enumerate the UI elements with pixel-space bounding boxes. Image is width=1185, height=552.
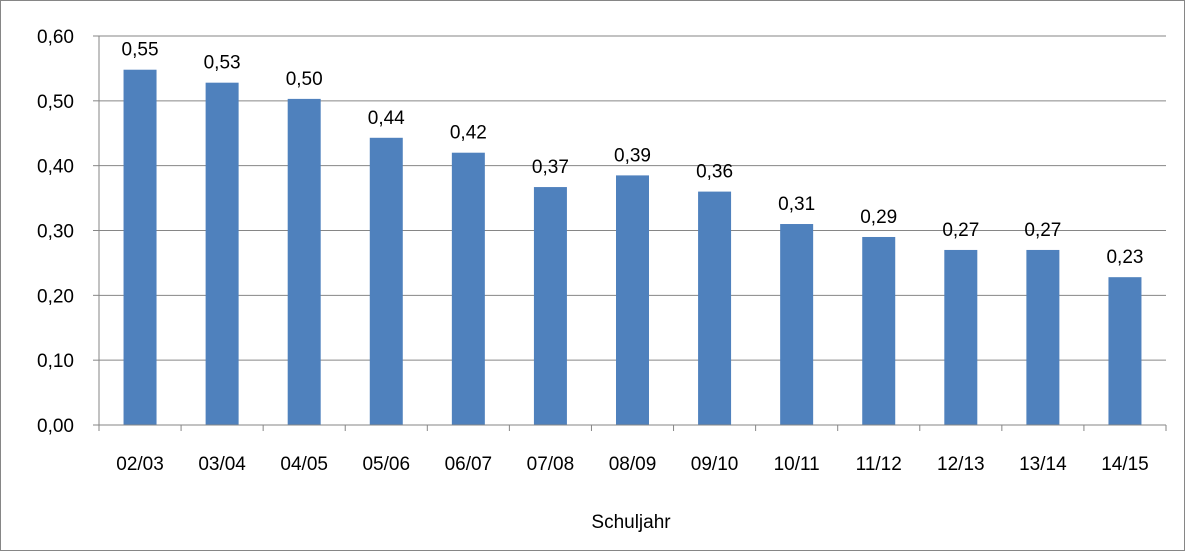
bar — [369, 137, 403, 425]
data-label: 0,31 — [778, 194, 815, 215]
y-tick-label: 0,20 — [37, 286, 74, 307]
data-label: 0,44 — [368, 108, 405, 129]
x-tick-label: 10/11 — [774, 454, 820, 475]
x-tick-label: 02/03 — [116, 454, 164, 475]
x-tick-label: 09/10 — [691, 454, 739, 475]
data-label: 0,29 — [860, 207, 897, 228]
bar — [1108, 277, 1142, 425]
bar — [698, 191, 732, 425]
data-labels: 0,55 0,53 0,50 0,44 0,42 0,37 0,39 0,36 0,31 0,29… — [122, 40, 1144, 268]
data-label: 0,55 — [122, 40, 159, 61]
x-tick-label: 07/08 — [527, 454, 575, 475]
data-label: 0,37 — [532, 157, 569, 178]
bar — [862, 236, 896, 425]
data-label: 0,42 — [450, 123, 487, 144]
data-label: 0,53 — [204, 53, 241, 74]
x-tick-label: 14/15 — [1101, 454, 1149, 475]
bar — [944, 249, 978, 425]
bars — [123, 69, 1142, 426]
y-tick-label: 0,10 — [37, 351, 74, 372]
x-tick-label: 08/09 — [609, 454, 657, 475]
axes — [98, 36, 1167, 431]
y-tick-label: 0,40 — [37, 157, 74, 178]
x-tick-label: 12/13 — [937, 454, 985, 475]
x-tick-label: 11/12 — [856, 454, 902, 475]
bar — [1026, 249, 1060, 425]
y-tick-label: 0,00 — [37, 416, 74, 437]
bar — [616, 175, 649, 425]
bar — [780, 224, 814, 425]
bar — [451, 152, 485, 425]
y-tick-label: 0,60 — [37, 27, 74, 48]
bar — [205, 82, 239, 426]
data-label: 0,27 — [942, 220, 979, 241]
x-tick-label: 06/07 — [445, 454, 493, 475]
y-tick-label: 0,30 — [37, 222, 74, 243]
x-tick-labels: 02/03 03/04 04/05 05/06 06/07 07/08 08/09 09/10… — [116, 454, 1148, 475]
data-label: 0,50 — [286, 69, 323, 90]
bar — [533, 187, 567, 425]
x-tick-label: 04/05 — [280, 454, 328, 475]
x-tick-label: 13/14 — [1019, 454, 1067, 475]
data-label: 0,36 — [696, 162, 733, 183]
data-label: 0,23 — [1106, 247, 1143, 268]
x-axis-title: Schuljahr — [591, 512, 671, 533]
data-label: 0,39 — [614, 145, 651, 166]
x-tick-label: 03/04 — [198, 454, 246, 475]
y-tick-label: 0,50 — [37, 92, 74, 113]
bar — [123, 69, 157, 426]
y-tick-labels: 0,00 0,10 0,20 0,30 0,40 0,50 0,60 — [37, 27, 74, 437]
x-tick-label: 05/06 — [362, 454, 410, 475]
data-label: 0,27 — [1024, 220, 1061, 241]
bar — [287, 98, 321, 425]
